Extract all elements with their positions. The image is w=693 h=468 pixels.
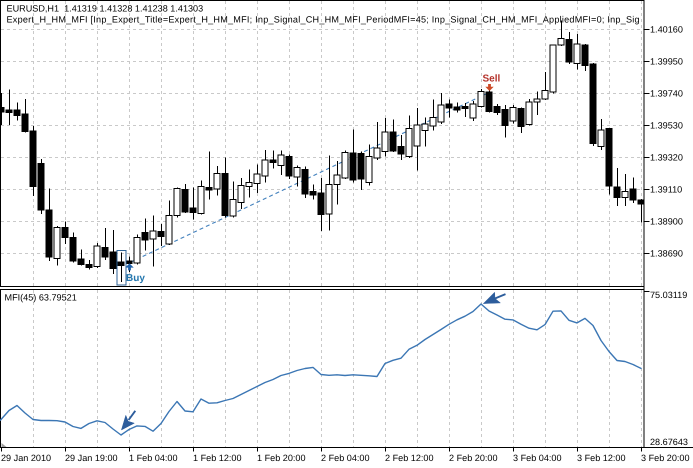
svg-text:1 Feb 20:00: 1 Feb 20:00 [257, 453, 306, 463]
svg-text:29 Jan 2010: 29 Jan 2010 [1, 453, 51, 463]
svg-text:1 Feb 04:00: 1 Feb 04:00 [129, 453, 178, 463]
svg-text:1.40160: 1.40160 [650, 25, 683, 35]
svg-text:1.39110: 1.39110 [650, 185, 682, 195]
svg-text:1.39530: 1.39530 [650, 121, 683, 131]
svg-text:Sell: Sell [483, 74, 501, 85]
svg-text:1.39950: 1.39950 [650, 57, 683, 67]
svg-text:28.67643: 28.67643 [650, 437, 688, 447]
svg-text:Expert_H_HM_MFI [Inp_Expert_Ti: Expert_H_HM_MFI [Inp_Expert_Title=Expert… [7, 15, 693, 25]
svg-text:75.03119: 75.03119 [650, 290, 687, 300]
svg-text:2 Feb 04:00: 2 Feb 04:00 [321, 453, 370, 463]
svg-text:3 Feb 12:00: 3 Feb 12:00 [577, 453, 626, 463]
svg-text:Buy: Buy [126, 273, 145, 284]
svg-text:1.39740: 1.39740 [650, 89, 683, 99]
svg-text:1.39320: 1.39320 [650, 153, 683, 163]
svg-text:1.38690: 1.38690 [650, 249, 683, 259]
svg-text:EURUSD,H1 1.41319 1.41328 1.4: EURUSD,H1 1.41319 1.41328 1.41238 1.4130… [7, 4, 204, 14]
svg-text:3 Feb 20:00: 3 Feb 20:00 [641, 453, 690, 463]
svg-text:1.38900: 1.38900 [650, 217, 683, 227]
svg-text:29 Jan 19:00: 29 Jan 19:00 [65, 453, 118, 463]
svg-text:2 Feb 20:00: 2 Feb 20:00 [449, 453, 498, 463]
svg-text:2 Feb 12:00: 2 Feb 12:00 [385, 453, 434, 463]
svg-text:MFI(45) 63.79521: MFI(45) 63.79521 [5, 293, 77, 303]
svg-text:1 Feb 12:00: 1 Feb 12:00 [193, 453, 242, 463]
svg-text:3 Feb 04:00: 3 Feb 04:00 [513, 453, 562, 463]
